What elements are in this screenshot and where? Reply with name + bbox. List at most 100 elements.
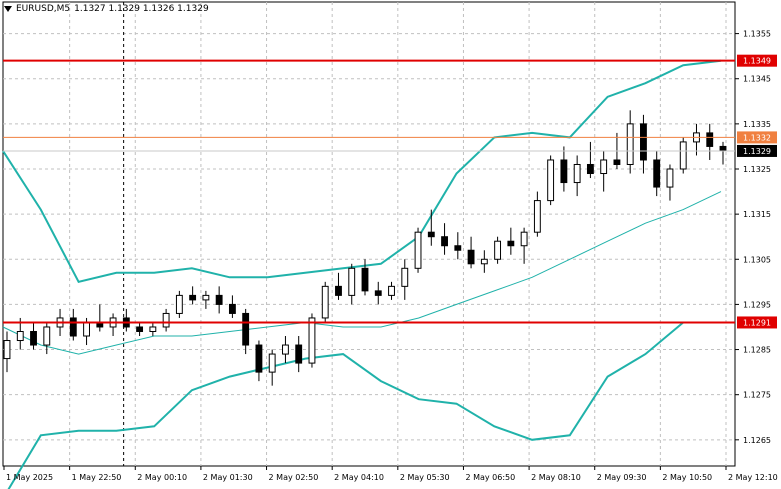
- candle: [30, 322, 37, 350]
- x-tick-label: 1 May 22:50: [72, 473, 122, 482]
- x-tick-label: 2 May 01:30: [203, 473, 253, 482]
- candle: [109, 313, 117, 337]
- candle-body-bull: [388, 285, 395, 296]
- y-tick-label: 1.1295: [743, 300, 771, 309]
- candle: [96, 304, 104, 332]
- candle: [427, 209, 435, 246]
- candle-body-bull: [414, 231, 422, 269]
- candle-body-bear: [613, 159, 621, 165]
- candle-body-bear: [30, 330, 37, 346]
- candle-body-bull: [282, 344, 289, 355]
- candle-body-bear: [467, 249, 475, 265]
- x-tick-label: 1 May 2025: [6, 473, 53, 482]
- candle-body-bull: [308, 317, 316, 364]
- candle-body-bull: [533, 200, 541, 233]
- candle-body-bear: [295, 344, 303, 364]
- candle: [149, 322, 157, 337]
- candle-body-bear: [640, 123, 647, 161]
- candle-body-bull: [3, 340, 11, 360]
- candle-body-bull: [321, 285, 329, 319]
- y-tick-label: 1.1345: [743, 75, 771, 84]
- candle-body-bear: [427, 231, 435, 238]
- axes: 1.1355 1.1345 1.1335 1.1325 1.1315 1.1305 1.12…: [3, 30, 778, 482]
- candle: [348, 263, 356, 305]
- candle: [388, 281, 395, 300]
- candle-body-bull: [600, 159, 608, 175]
- candle-body-bull: [202, 294, 210, 301]
- current-price-label: 1.1329: [743, 147, 771, 156]
- candle-body-bear: [560, 159, 568, 184]
- candle: [480, 250, 488, 273]
- level-price-label: 1.1349: [743, 57, 771, 66]
- candle-body-bull: [175, 294, 183, 314]
- candle: [414, 227, 422, 273]
- candle-body-bear: [706, 132, 714, 147]
- candle: [255, 340, 263, 382]
- x-tick-label: 2 May 12:10: [728, 473, 778, 482]
- x-tick-label: 2 May 10:50: [662, 473, 712, 482]
- y-tick-label: 1.1325: [743, 165, 771, 174]
- candle-body-bear: [507, 240, 515, 247]
- candle: [215, 286, 223, 314]
- candle-body-bear: [653, 159, 661, 188]
- candle: [175, 290, 183, 318]
- level-price-tag: [737, 316, 777, 329]
- candle: [600, 150, 608, 192]
- candle: [441, 223, 448, 255]
- candle-body-bull: [401, 267, 409, 287]
- y-tick-label: 1.1315: [743, 210, 771, 219]
- level-price-tag: [737, 54, 777, 67]
- y-tick-label: 1.1355: [743, 30, 771, 39]
- x-tick-label: 2 May 04:10: [334, 473, 384, 482]
- y-tick-label: 1.1265: [743, 436, 771, 445]
- candle-body-bull: [666, 168, 674, 188]
- y-tick-label: 1.1335: [743, 120, 771, 129]
- x-tick-label: 2 May 00:10: [137, 473, 187, 482]
- candle: [401, 259, 409, 300]
- candle: [467, 236, 475, 269]
- candle: [374, 281, 382, 305]
- candle: [719, 141, 727, 165]
- candle-body-bear: [189, 294, 197, 301]
- candle-body-bear: [361, 267, 369, 292]
- candle-body-bull: [16, 330, 24, 342]
- bollinger-lower-line: [7, 321, 721, 489]
- bollinger-upper-line: [2, 59, 722, 283]
- x-tick-label: 2 May 08:10: [531, 473, 581, 482]
- candle: [3, 331, 11, 373]
- candle: [162, 308, 170, 332]
- candle: [679, 137, 687, 174]
- candle-body-bull: [573, 163, 581, 184]
- horizontal-levels[interactable]: 1.1349 1.1332 1.1291 1.1329: [3, 54, 777, 329]
- bollinger-middle-line: [2, 191, 722, 355]
- candle: [228, 295, 236, 318]
- candle-body-bear: [441, 236, 448, 247]
- candle-body-bull: [149, 326, 157, 332]
- candle-body-bear: [255, 344, 263, 373]
- candle-body-bull: [547, 159, 555, 202]
- candle-body-bear: [215, 294, 223, 305]
- candle: [560, 146, 568, 192]
- y-tick-label: 1.1285: [743, 346, 771, 355]
- candle-body-bear: [586, 163, 594, 175]
- candle: [268, 349, 276, 386]
- symbol-label: EURUSD,M5: [16, 4, 71, 14]
- candle: [189, 286, 197, 305]
- candle: [43, 322, 51, 355]
- candle-body-bull: [520, 231, 528, 247]
- level-price-tag: [737, 131, 777, 144]
- candle: [454, 232, 462, 260]
- candle: [69, 308, 77, 341]
- x-tick-label: 2 May 06:50: [465, 473, 515, 482]
- candle: [321, 281, 329, 323]
- candle-body-bull: [162, 312, 170, 328]
- y-tick-label: 1.1275: [743, 391, 771, 400]
- candle: [494, 236, 502, 264]
- candle-body-bull: [43, 326, 51, 346]
- chart-title: EURUSD,M5 1.1327 1.1329 1.1326 1.1329: [4, 4, 209, 14]
- candle: [520, 227, 528, 264]
- candle-body-bear: [136, 326, 144, 332]
- dropdown-triangle-icon[interactable]: [4, 6, 12, 12]
